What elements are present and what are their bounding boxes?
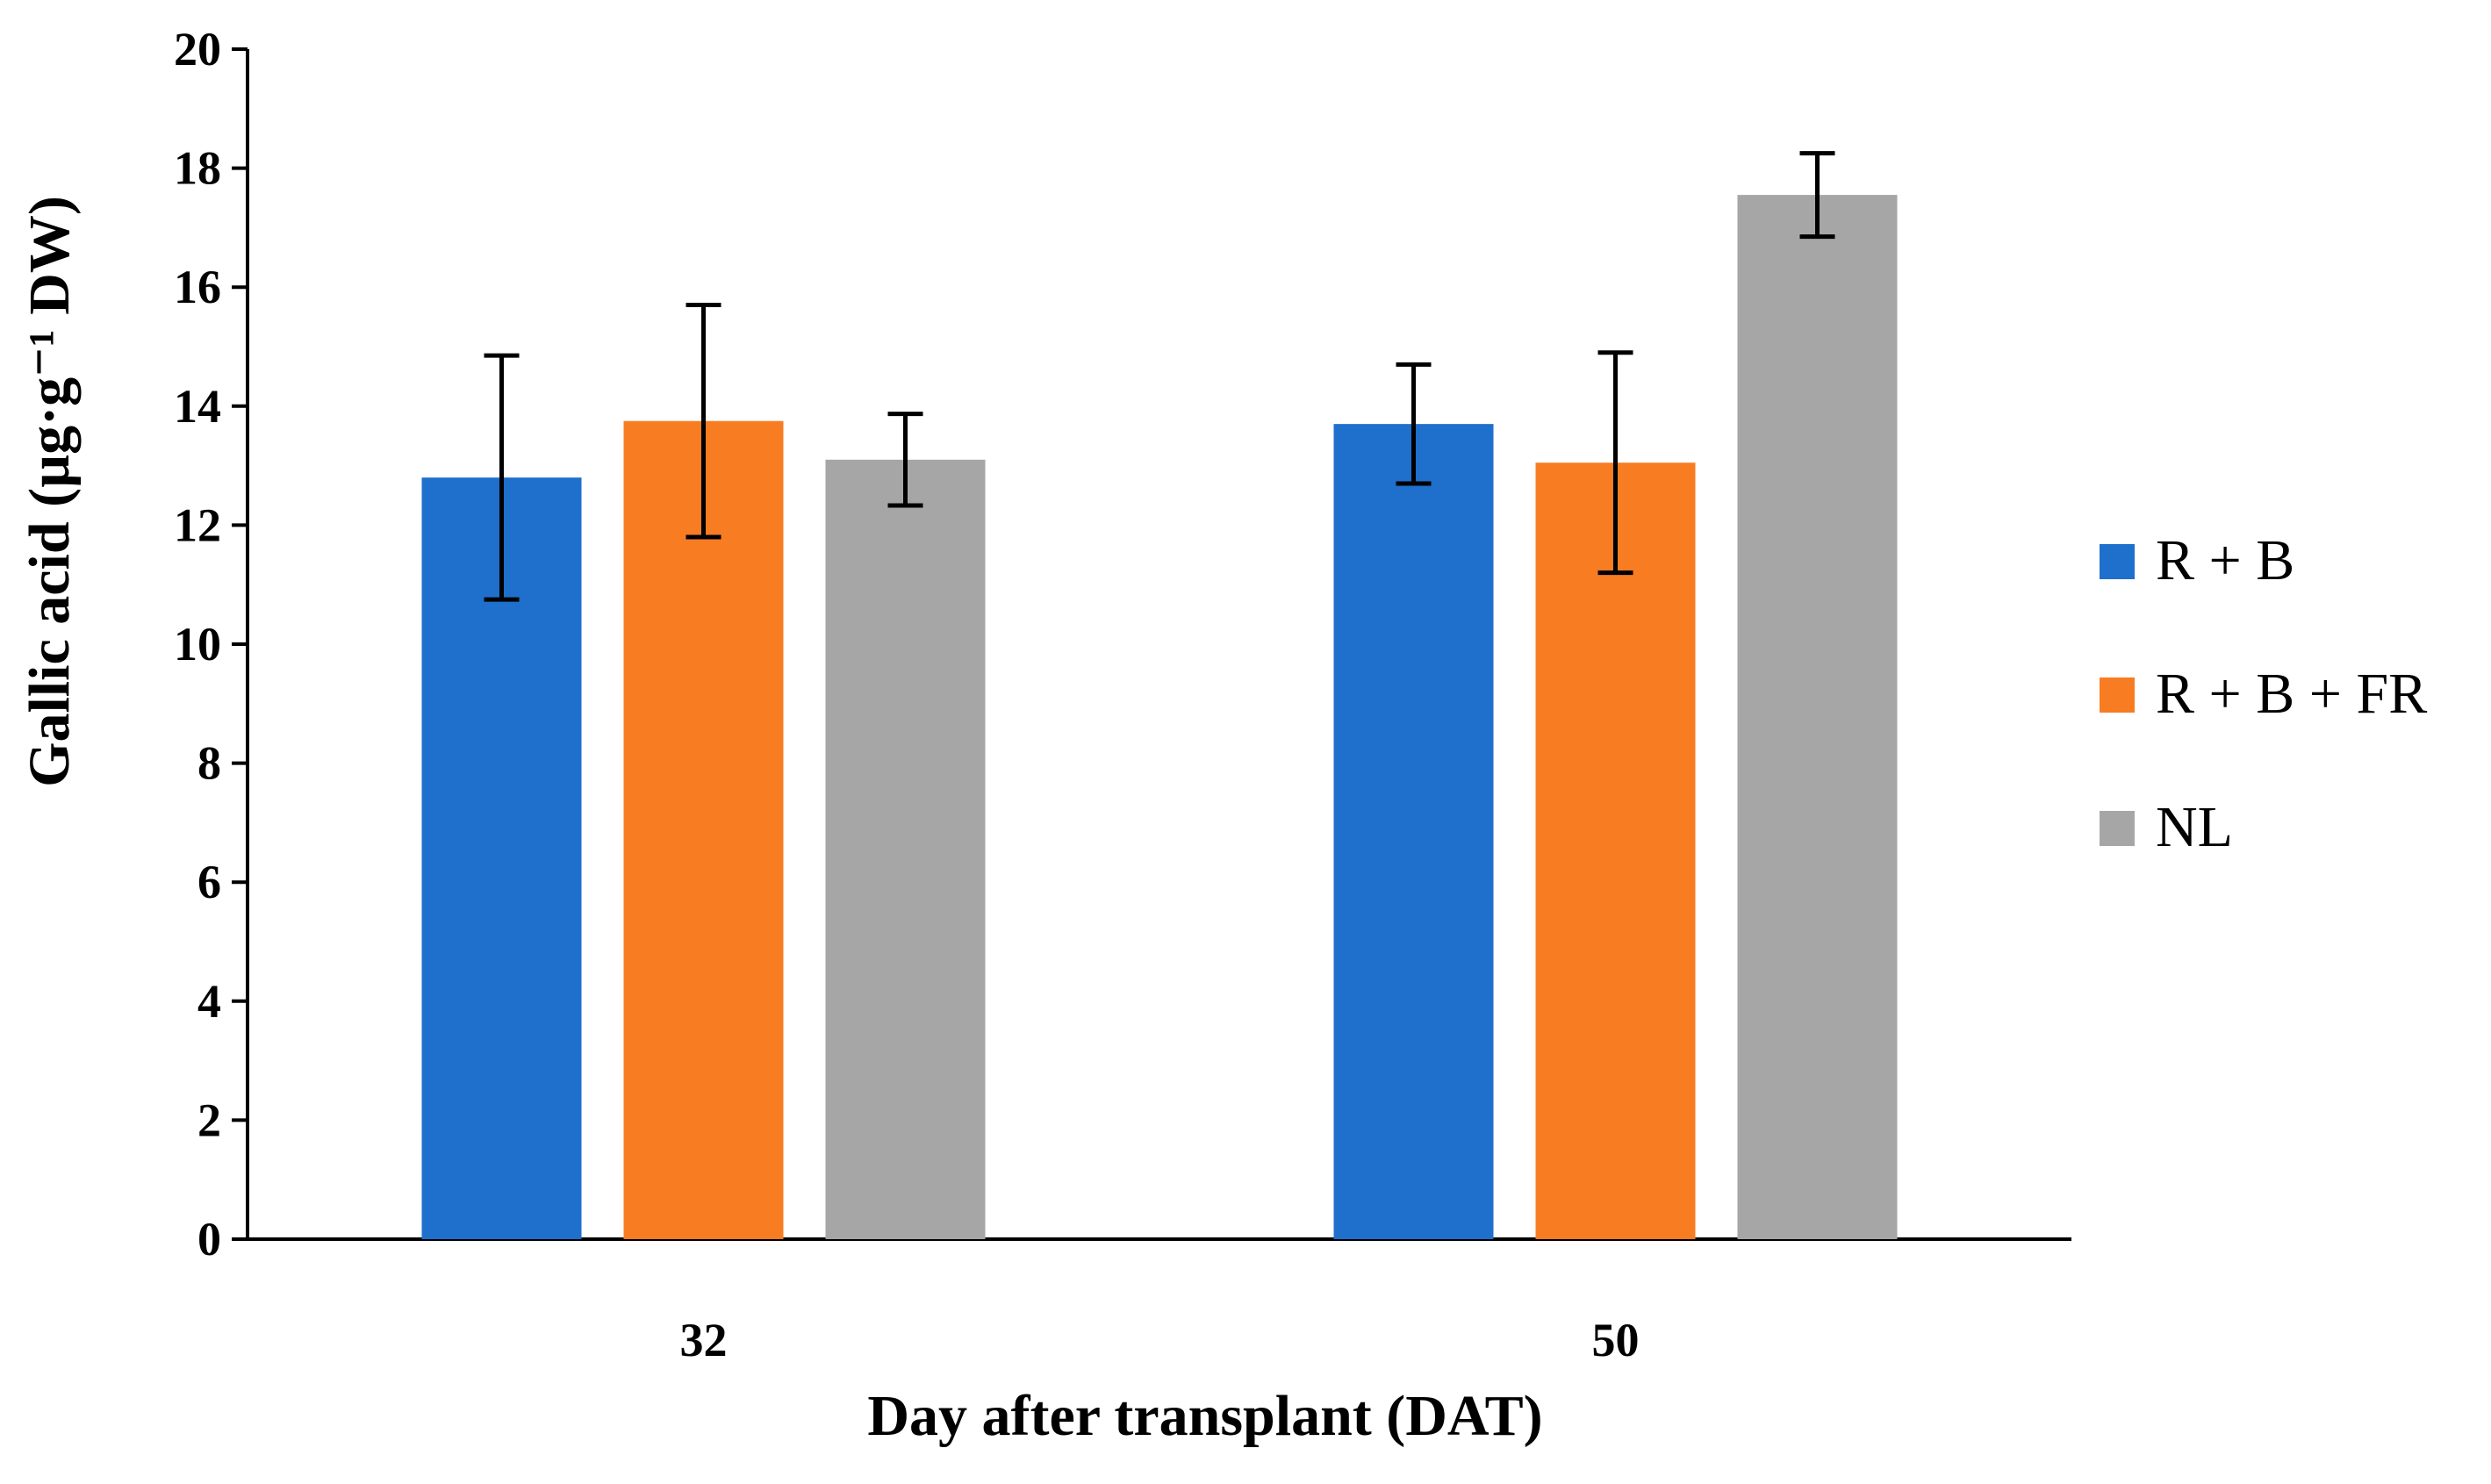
bar-nl-50 (1737, 195, 1898, 1240)
legend-swatch (2100, 677, 2135, 713)
error-bars-group (484, 151, 1835, 602)
bar-nl-32 (825, 459, 986, 1239)
bars-group (421, 195, 1898, 1240)
x-axis-title: Day after transplant (DAT) (867, 1384, 1542, 1448)
x-tick-label: 50 (1592, 1314, 1640, 1366)
legend: R + B R + B + FR NL (2100, 528, 2427, 859)
y-axis: 0 2 4 6 8 10 12 14 16 18 20 (174, 23, 249, 1265)
y-tick-label: 10 (174, 618, 221, 670)
y-tick-label: 14 (174, 380, 221, 433)
y-tick-label: 4 (197, 975, 221, 1028)
x-axis: 32 50 (248, 1237, 2071, 1366)
legend-label: R + B (2156, 528, 2294, 592)
bar-r-b-fr-32 (623, 420, 784, 1239)
y-tick-label: 18 (174, 142, 221, 195)
y-tick-label: 12 (174, 498, 221, 551)
legend-swatch (2100, 544, 2135, 579)
y-tick-label: 8 (197, 737, 221, 790)
legend-label: NL (2156, 795, 2233, 859)
bar-r-b-32 (421, 477, 582, 1239)
y-tick-label: 6 (197, 856, 221, 908)
y-tick-label: 2 (197, 1093, 221, 1146)
bar-r-b-50 (1333, 424, 1494, 1239)
x-tick-label: 32 (680, 1314, 728, 1366)
bar-r-b-fr-50 (1535, 462, 1696, 1239)
y-tick-label: 0 (197, 1213, 221, 1265)
y-tick-label: 16 (174, 261, 221, 313)
y-axis-title: Gallic acid (µg·g⁻¹ DW) (18, 196, 82, 787)
legend-swatch (2100, 811, 2135, 846)
y-tick-label: 20 (174, 23, 221, 75)
legend-label: R + B + FR (2156, 662, 2427, 726)
